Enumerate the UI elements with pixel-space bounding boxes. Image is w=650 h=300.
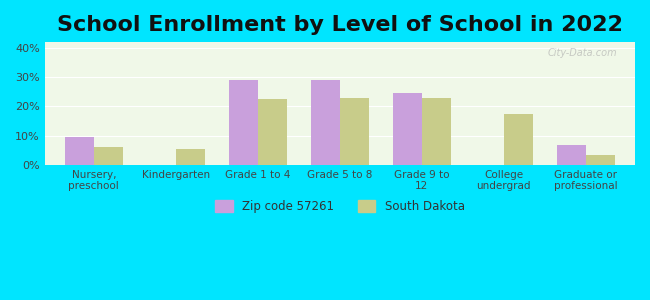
- Legend: Zip code 57261, South Dakota: Zip code 57261, South Dakota: [210, 196, 469, 218]
- Bar: [393, 93, 422, 165]
- Bar: [229, 80, 258, 165]
- Text: City-Data.com: City-Data.com: [548, 48, 617, 58]
- Bar: [504, 114, 532, 165]
- Bar: [65, 137, 94, 165]
- Bar: [258, 99, 287, 165]
- Bar: [422, 98, 450, 165]
- Bar: [176, 149, 205, 165]
- Bar: [94, 148, 122, 165]
- Bar: [557, 145, 586, 165]
- Bar: [340, 98, 369, 165]
- Bar: [586, 155, 614, 165]
- Title: School Enrollment by Level of School in 2022: School Enrollment by Level of School in …: [57, 15, 623, 35]
- Bar: [311, 80, 340, 165]
